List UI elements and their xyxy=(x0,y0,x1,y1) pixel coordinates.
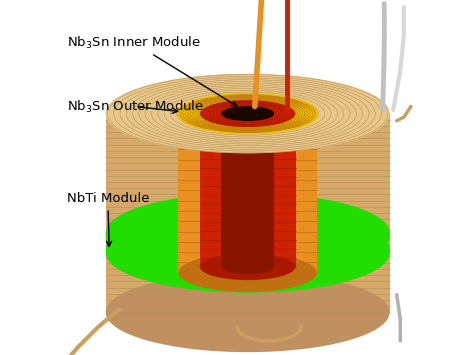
Text: Nb$_3$Sn Inner Module: Nb$_3$Sn Inner Module xyxy=(67,34,237,106)
Ellipse shape xyxy=(106,197,390,277)
Ellipse shape xyxy=(178,94,317,133)
Polygon shape xyxy=(221,103,274,267)
Text: NbTi Module: NbTi Module xyxy=(67,192,149,246)
Ellipse shape xyxy=(178,89,317,128)
Polygon shape xyxy=(178,108,317,273)
Ellipse shape xyxy=(106,273,390,352)
Ellipse shape xyxy=(221,106,274,121)
Ellipse shape xyxy=(106,74,390,153)
Ellipse shape xyxy=(178,253,317,292)
Text: Nb$_3$Sn Outer Module: Nb$_3$Sn Outer Module xyxy=(67,98,204,115)
Ellipse shape xyxy=(106,213,390,293)
Ellipse shape xyxy=(200,253,296,280)
Ellipse shape xyxy=(106,193,390,273)
Ellipse shape xyxy=(178,94,317,133)
Polygon shape xyxy=(106,233,390,237)
Polygon shape xyxy=(106,114,390,312)
Ellipse shape xyxy=(221,259,274,274)
Ellipse shape xyxy=(200,91,296,118)
Polygon shape xyxy=(200,105,296,267)
Ellipse shape xyxy=(106,74,390,153)
Polygon shape xyxy=(106,248,390,253)
Ellipse shape xyxy=(221,95,274,110)
Ellipse shape xyxy=(181,90,314,127)
Ellipse shape xyxy=(200,100,296,127)
Ellipse shape xyxy=(106,209,390,288)
Ellipse shape xyxy=(178,89,317,128)
